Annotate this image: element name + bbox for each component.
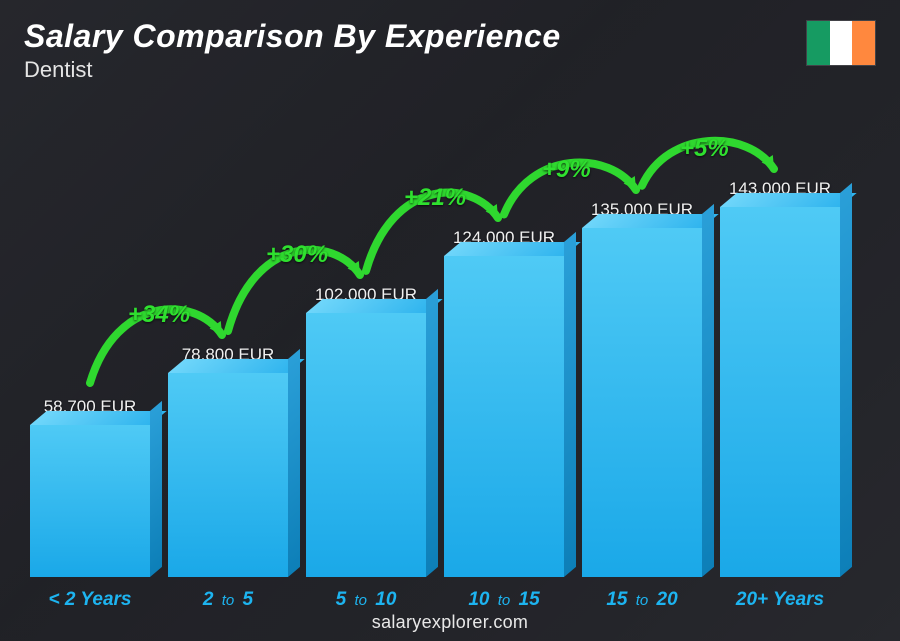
bar-column: 143,000 EUR20+ Years — [720, 117, 840, 577]
flag-stripe-white — [830, 21, 853, 65]
growth-pct-label: +9% — [542, 156, 591, 184]
bar — [30, 425, 150, 577]
bar — [582, 228, 702, 577]
salary-bar-chart: 58,700 EUR< 2 Years78,800 EUR2 to 5102,0… — [30, 117, 840, 577]
bar-category-label: 15 to 20 — [582, 589, 702, 611]
bar — [444, 256, 564, 577]
flag-stripe-orange — [852, 21, 875, 65]
growth-pct-label: +21% — [404, 184, 466, 212]
bar — [168, 373, 288, 577]
growth-pct-label: +5% — [680, 135, 729, 163]
bar-column: 58,700 EUR< 2 Years — [30, 117, 150, 577]
footer-attribution: salaryexplorer.com — [0, 612, 900, 633]
ireland-flag-icon — [806, 20, 876, 66]
bar-category-label: 20+ Years — [720, 589, 840, 611]
growth-pct-label: +34% — [128, 301, 190, 329]
bar-column: 135,000 EUR15 to 20 — [582, 117, 702, 577]
bar-category-label: 10 to 15 — [444, 589, 564, 611]
chart-title: Salary Comparison By Experience — [24, 18, 876, 55]
chart-subtitle: Dentist — [24, 57, 876, 83]
bar-category-label: < 2 Years — [30, 589, 150, 611]
bar — [306, 313, 426, 577]
bar-category-label: 2 to 5 — [168, 589, 288, 611]
bar-category-label: 5 to 10 — [306, 589, 426, 611]
flag-stripe-green — [807, 21, 830, 65]
bar-column: 78,800 EUR2 to 5 — [168, 117, 288, 577]
growth-pct-label: +30% — [266, 241, 328, 269]
bar — [720, 207, 840, 577]
chart-header: Salary Comparison By Experience Dentist — [24, 18, 876, 83]
